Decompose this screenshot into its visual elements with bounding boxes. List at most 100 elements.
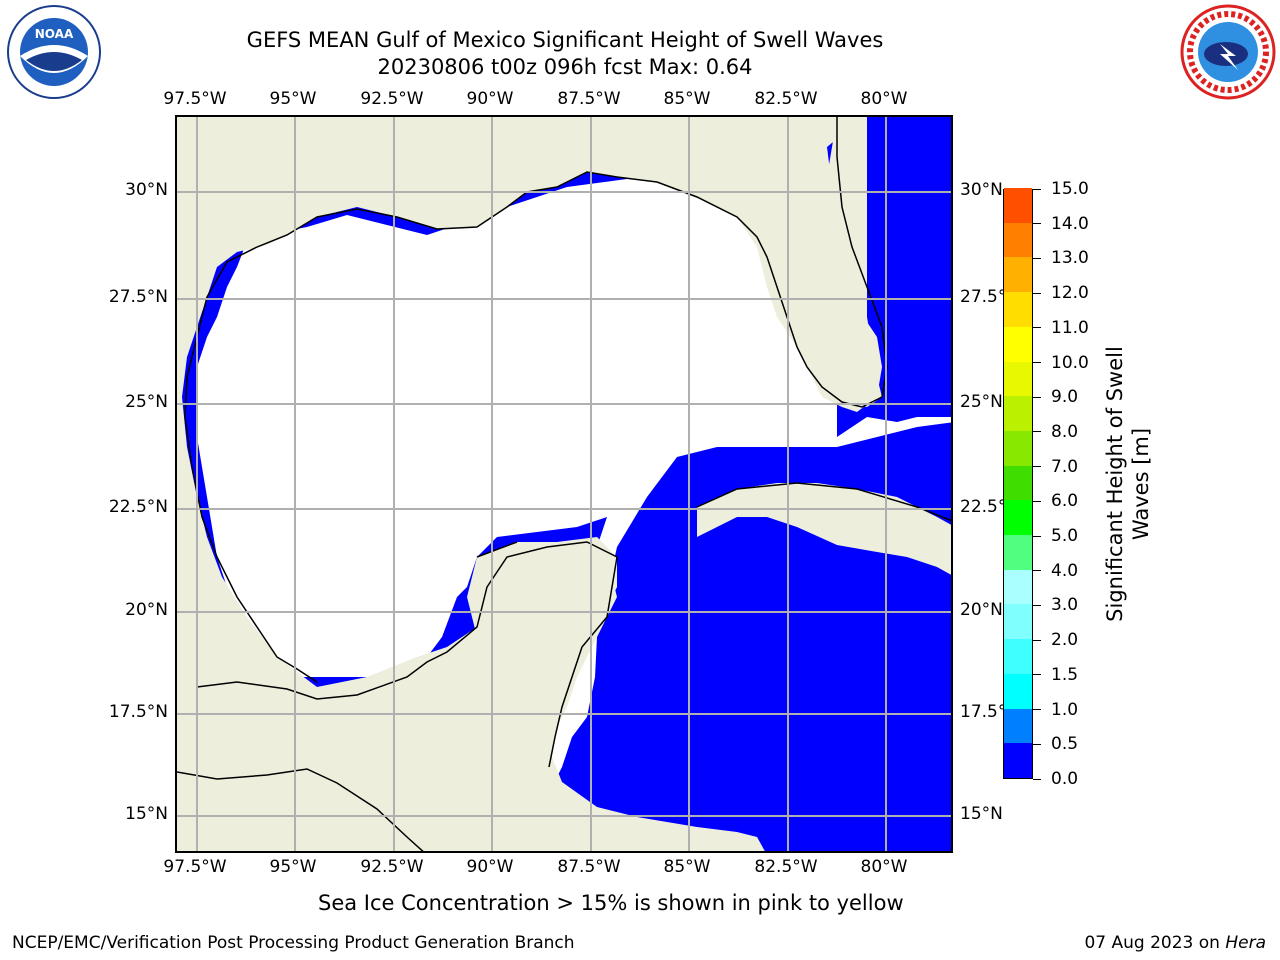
colorbar-tick-label: 15.0 (1051, 179, 1089, 199)
colorbar-tick-label: 1.5 (1051, 664, 1079, 685)
footer-host: Hera (1225, 933, 1266, 953)
colorbar-segment (1004, 673, 1032, 709)
lon-tick-top: 97.5°W (163, 89, 227, 109)
lon-tick-top: 87.5°W (557, 89, 621, 109)
lon-tick-top: 95°W (269, 89, 317, 109)
colorbar-tick (1033, 570, 1041, 572)
colorbar-segment (1004, 603, 1032, 640)
lat-tick-left: 17.5°N (108, 702, 168, 722)
colorbar-tick-label: 10.0 (1051, 352, 1089, 373)
map-panel (175, 115, 953, 853)
colorbar-tick (1033, 466, 1041, 468)
colorbar-tick (1033, 639, 1041, 641)
footer-date-text: 07 Aug 2023 on (1084, 933, 1226, 953)
colorbar-segment (1004, 326, 1032, 362)
colorbar-tick-label: 1.0 (1051, 699, 1079, 720)
lat-tick-right: 15°N (960, 804, 1003, 824)
lat-tick-left: 27.5°N (108, 287, 168, 307)
colorbar-segment (1004, 430, 1032, 466)
map-subtitle: 20230806 t00z 096h fcst Max: 0.64 (377, 55, 753, 79)
colorbar-tick (1033, 500, 1041, 502)
lon-tick-top: 92.5°W (360, 89, 424, 109)
colorbar-tick (1033, 188, 1041, 190)
colorbar-tick-label: 0.5 (1051, 734, 1079, 755)
colorbar-tick (1033, 709, 1041, 711)
colorbar-segment (1004, 222, 1032, 258)
colorbar-tick-label: 12.0 (1051, 283, 1089, 304)
lon-tick-top: 82.5°W (754, 89, 818, 109)
colorbar-tick (1033, 223, 1041, 225)
lon-tick-bottom: 97.5°W (163, 857, 227, 877)
colorbar-segment (1004, 534, 1032, 570)
nws-logo (1180, 4, 1276, 100)
colorbar-tick (1033, 431, 1041, 433)
colorbar-tick-label: 11.0 (1051, 317, 1089, 338)
colorbar-tick (1033, 743, 1041, 745)
lon-tick-bottom: 95°W (269, 857, 317, 877)
sea-ice-note: Sea Ice Concentration > 15% is shown in … (318, 891, 904, 915)
colorbar-segment (1004, 395, 1032, 431)
colorbar (1003, 187, 1033, 779)
lon-tick-bottom: 87.5°W (557, 857, 621, 877)
colorbar-segment (1004, 361, 1032, 397)
footer-date: 07 Aug 2023 on Hera (1084, 933, 1266, 953)
lat-tick-left: 30°N (125, 180, 168, 200)
colorbar-segment (1004, 291, 1032, 327)
lat-tick-left: 20°N (125, 600, 168, 620)
lon-tick-bottom: 80°W (860, 857, 908, 877)
colorbar-tick-label: 7.0 (1051, 456, 1079, 477)
coastline (177, 117, 951, 851)
map-gridlines (177, 117, 951, 851)
noaa-logo: NOAA (7, 5, 101, 99)
colorbar-tick-label: 14.0 (1051, 213, 1089, 234)
land-cuba (697, 483, 951, 575)
footer-credit: NCEP/EMC/Verification Post Processing Pr… (12, 933, 575, 953)
colorbar-segment (1004, 187, 1032, 223)
lat-tick-left: 22.5°N (108, 497, 168, 517)
land-florida (767, 117, 882, 407)
colorbar-tick (1033, 292, 1041, 294)
colorbar-tick (1033, 604, 1041, 606)
svg-text:NOAA: NOAA (35, 27, 74, 41)
colorbar-tick-label: 5.0 (1051, 526, 1079, 547)
lat-tick-left: 15°N (125, 804, 168, 824)
lon-tick-bottom: 90°W (466, 857, 514, 877)
colorbar-title: Significant Height of Swell Waves [m] (1103, 346, 1153, 622)
lat-tick-left: 25°N (125, 392, 168, 412)
lon-tick-top: 80°W (860, 89, 908, 109)
colorbar-tick (1033, 396, 1041, 398)
lon-tick-bottom: 82.5°W (754, 857, 818, 877)
colorbar-tick (1033, 327, 1041, 329)
colorbar-tick (1033, 778, 1041, 780)
colorbar-tick (1033, 674, 1041, 676)
colorbar-tick-label: 2.0 (1051, 630, 1079, 651)
lon-tick-top: 90°W (466, 89, 514, 109)
colorbar-segment (1004, 569, 1032, 605)
colorbar-tick-label: 8.0 (1051, 421, 1079, 442)
colorbar-segment (1004, 742, 1032, 778)
lon-tick-bottom: 85°W (663, 857, 711, 877)
lon-tick-top: 85°W (663, 89, 711, 109)
colorbar-segment (1004, 708, 1032, 744)
colorbar-tick-label: 6.0 (1051, 491, 1079, 512)
colorbar-tick (1033, 535, 1041, 537)
lat-tick-right: 25°N (960, 392, 1003, 412)
map-title: GEFS MEAN Gulf of Mexico Significant Hei… (246, 28, 884, 52)
colorbar-segment (1004, 638, 1032, 674)
lon-tick-bottom: 92.5°W (360, 857, 424, 877)
nodata-north-coast (197, 175, 951, 777)
colorbar-segment (1004, 465, 1032, 501)
colorbar-tick-label: 13.0 (1051, 248, 1089, 269)
colorbar-segment (1004, 256, 1032, 293)
colorbar-tick-label: 4.0 (1051, 560, 1079, 581)
colorbar-tick-label: 3.0 (1051, 595, 1079, 616)
lat-tick-right: 20°N (960, 600, 1003, 620)
colorbar-segment (1004, 499, 1032, 536)
gulf-of-mexico-map (177, 117, 951, 851)
lat-tick-right: 30°N (960, 180, 1003, 200)
colorbar-tick-label: 0.0 (1051, 769, 1079, 789)
colorbar-tick (1033, 257, 1041, 259)
colorbar-tick-label: 9.0 (1051, 387, 1079, 408)
colorbar-tick (1033, 362, 1041, 364)
land-yucatan (467, 537, 617, 767)
